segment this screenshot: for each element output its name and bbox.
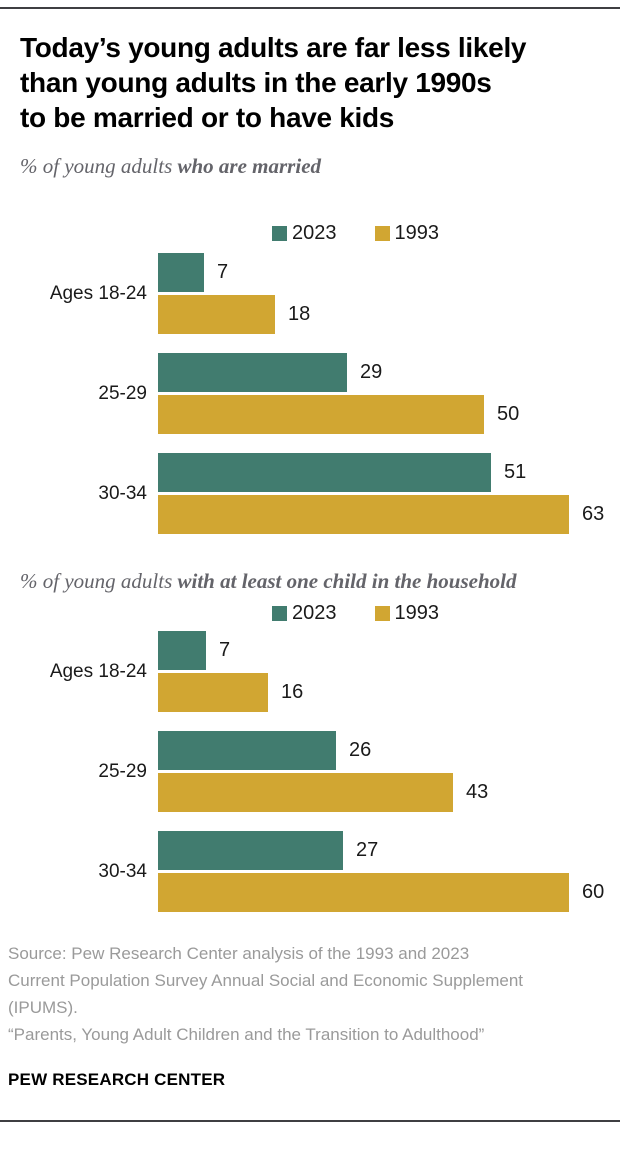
category-label: Ages 18-24	[49, 282, 147, 304]
category-label: Ages 18-24	[49, 660, 147, 682]
value-label: 7	[219, 639, 231, 661]
legend-item-1993: 1993	[374, 221, 440, 245]
value-label: 16	[281, 681, 304, 703]
legend-swatch-2023	[272, 605, 287, 621]
bar-group: Ages 18-24 7 18	[0, 253, 620, 334]
bar-group: 25-29 26 43	[0, 731, 620, 812]
value-label: 27	[356, 839, 379, 861]
bar-row: 27	[158, 831, 620, 870]
bar-group: 25-29 29 50	[0, 353, 620, 434]
legend-children: 2023 1993	[0, 601, 620, 625]
bottom-divider	[0, 1120, 620, 1122]
bar-pair: 29 50	[158, 353, 620, 434]
bar-group: 30-34 51 63	[0, 453, 620, 534]
bar-row: 63	[158, 495, 620, 534]
value-label: 18	[288, 303, 311, 325]
bar-2023	[158, 353, 347, 392]
bar-1993	[158, 773, 453, 812]
bar-1993	[158, 495, 569, 534]
chart-title: Today’s young adults are far less likely…	[20, 30, 602, 135]
legend-label-2023: 2023	[292, 601, 337, 624]
bar-1993	[158, 873, 569, 912]
bar-2023	[158, 831, 343, 870]
category-label: 25-29	[98, 760, 147, 782]
category-label: 30-34	[98, 482, 147, 504]
bar-1993	[158, 673, 268, 712]
legend-swatch-1993	[374, 225, 390, 241]
legend-swatch-1993	[374, 605, 390, 621]
bar-2023	[158, 453, 491, 492]
bar-row: 7	[158, 631, 620, 670]
value-label: 26	[349, 739, 372, 761]
bar-2023	[158, 631, 206, 670]
bar-row: 18	[158, 295, 620, 334]
bar-1993	[158, 395, 484, 434]
source-line: Current Population Survey Annual Social …	[8, 971, 524, 990]
source-line: Source: Pew Research Center analysis of …	[8, 944, 470, 963]
subtitle-prefix: % of young adults	[20, 569, 178, 593]
bar-group: Ages 18-24 7 16	[0, 631, 620, 712]
category-label: 25-29	[98, 382, 147, 404]
subtitle-emphasis: with at least one child in the household	[177, 569, 517, 593]
subtitle-emphasis: who are married	[177, 154, 322, 178]
bar-row: 16	[158, 673, 620, 712]
bar-pair: 7 18	[158, 253, 620, 334]
source-note: Source: Pew Research Center analysis of …	[8, 940, 608, 1048]
bar-pair: 7 16	[158, 631, 620, 712]
value-label: 60	[582, 881, 605, 903]
legend-item-2023: 2023	[272, 602, 337, 625]
bar-2023	[158, 253, 204, 292]
value-label: 50	[497, 403, 520, 425]
report-title: “Parents, Young Adult Children and the T…	[8, 1025, 485, 1044]
value-label: 43	[466, 781, 489, 803]
value-label: 29	[360, 361, 383, 383]
bar-pair: 26 43	[158, 731, 620, 812]
title-line: than young adults in the early 1990s	[20, 67, 492, 98]
bar-row: 7	[158, 253, 620, 292]
legend-label-1993: 1993	[394, 601, 440, 624]
value-label: 51	[504, 461, 527, 483]
bar-row: 51	[158, 453, 620, 492]
value-label: 7	[217, 261, 229, 283]
legend-item-2023: 2023	[272, 222, 337, 245]
title-line: Today’s young adults are far less likely	[20, 32, 527, 63]
bar-pair: 27 60	[158, 831, 620, 912]
title-line: to be married or to have kids	[20, 102, 395, 133]
subtitle-children: % of young adults with at least one chil…	[20, 566, 540, 596]
bar-row: 60	[158, 873, 620, 912]
legend-married: 2023 1993	[0, 221, 620, 245]
legend-item-1993: 1993	[374, 601, 440, 625]
legend-swatch-2023	[272, 225, 287, 241]
value-label: 63	[582, 503, 605, 525]
legend-label-1993: 1993	[394, 221, 440, 244]
bar-2023	[158, 731, 336, 770]
subtitle-married: % of young adults who are married	[20, 151, 540, 181]
legend-label-2023: 2023	[292, 221, 337, 244]
bar-chart-children: Ages 18-24 7 16 25-29 26 43 30-34 27 60	[0, 631, 620, 912]
subtitle-prefix: % of young adults	[20, 154, 178, 178]
category-label: 30-34	[98, 860, 147, 882]
brand-wordmark: PEW RESEARCH CENTER	[8, 1070, 226, 1089]
bar-group: 30-34 27 60	[0, 831, 620, 912]
bar-chart-married: Ages 18-24 7 18 25-29 29 50 30-34 51 63	[0, 253, 620, 534]
bar-row: 50	[158, 395, 620, 434]
top-divider	[0, 7, 620, 9]
bar-row: 43	[158, 773, 620, 812]
bar-1993	[158, 295, 275, 334]
bar-pair: 51 63	[158, 453, 620, 534]
bar-row: 26	[158, 731, 620, 770]
source-line: (IPUMS).	[8, 998, 78, 1017]
bar-row: 29	[158, 353, 620, 392]
